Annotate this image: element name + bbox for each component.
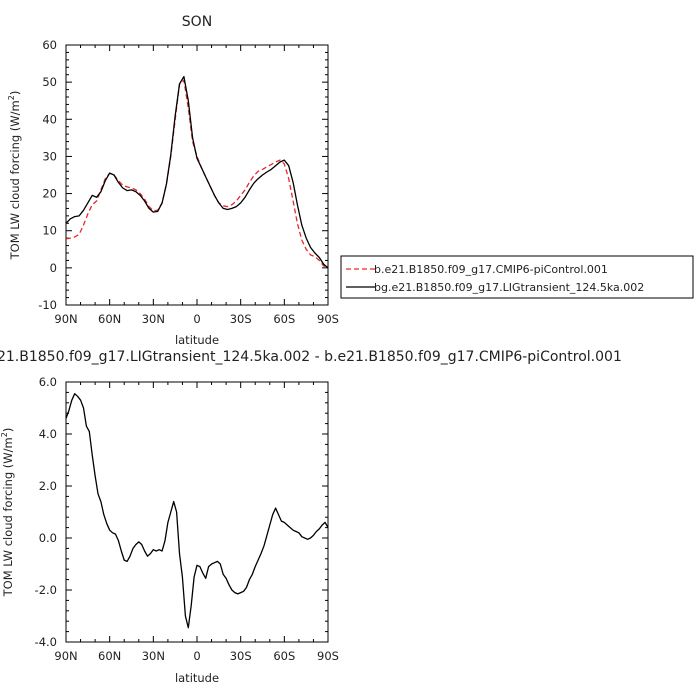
y-tick-label: 0.0 <box>39 531 57 545</box>
x-tick-label: 90N <box>54 312 77 326</box>
y-axis-label-difference: TOM LW cloud forcing (W/m2) <box>0 428 15 598</box>
chart-panel-son: SON 90N 60N 30N 0 30S 60S 90S-100102030405060 … <box>7 14 694 347</box>
x-tick-label: 30S <box>230 312 252 326</box>
legend-label-picontrol: b.e21.B1850.f09_g17.CMIP6-piControl.001 <box>374 263 608 276</box>
y-tick-label: 60 <box>42 38 57 52</box>
axis-ticks: 90N 60N 30N 0 30S 60S 90S -10 0 10 20 30 40 50 60 <box>38 38 339 326</box>
y-tick-label: 4.0 <box>39 427 57 441</box>
chart-title-difference: bg.e21.B1850.f09_g17.LIGtransient_124.5k… <box>0 349 622 365</box>
x-axis-label-difference: latitude <box>175 671 219 685</box>
x-tick-label: 60S <box>273 649 295 663</box>
series-line-0 <box>65 79 329 268</box>
y-tick-label: 50 <box>42 75 57 89</box>
y-axis-label: TOM LW cloud forcing (W/m2) <box>7 91 22 261</box>
x-axis-label: latitude <box>175 333 219 347</box>
y-tick-label: 40 <box>42 112 57 126</box>
legend-box <box>340 255 694 299</box>
legend-label-ligtransient: bg.e21.B1850.f09_g17.LIGtransient_124.5k… <box>374 281 644 294</box>
chart-title: SON <box>182 14 212 30</box>
y-tick-label: 10 <box>42 224 57 238</box>
x-tick-label: 30S <box>230 649 252 663</box>
series-line-0 <box>65 393 329 629</box>
chart-panel-difference: bg.e21.B1850.f09_g17.LIGtransient_124.5k… <box>0 349 622 685</box>
y-axis-label-sup: 2 <box>0 432 9 437</box>
y-tick-label: -2.0 <box>35 583 57 597</box>
x-tick-label: 60N <box>98 312 121 326</box>
x-tick-label: 60N <box>98 649 121 663</box>
y-tick-label: 30 <box>42 149 57 163</box>
x-tick-label: 30N <box>142 649 165 663</box>
x-tick-label: 90S <box>317 649 339 663</box>
y-tick-label: 6.0 <box>39 375 57 389</box>
x-tick-label: 30N <box>142 312 165 326</box>
y-tick-label: -10 <box>38 298 57 312</box>
y-tick-label: 20 <box>42 187 57 201</box>
x-tick-label: 0 <box>193 649 200 663</box>
series-group-difference <box>65 393 329 629</box>
plot-frame-difference <box>65 381 329 643</box>
x-tick-label: 90S <box>317 312 339 326</box>
y-tick-label: 0 <box>50 261 57 275</box>
x-tick-label: 90N <box>54 649 77 663</box>
y-axis-label-main: TOM LW cloud forcing (W/m <box>1 437 15 597</box>
y-axis-label-end: ) <box>1 428 15 433</box>
y-axis-label-main: TOM LW cloud forcing (W/m <box>8 100 22 260</box>
y-tick-label: 2.0 <box>39 479 57 493</box>
x-tick-label: 60S <box>273 312 295 326</box>
y-axis-label-sup: 2 <box>7 95 16 100</box>
y-axis-label-end: ) <box>8 91 22 96</box>
series-group <box>65 75 329 269</box>
axis-ticks-difference: 90N 60N 30N 0 30S 60S 90S -4.0 -2.0 0.0 2.0 4.0 6.0 <box>35 375 339 663</box>
y-tick-label: -4.0 <box>35 635 57 649</box>
series-line-1 <box>65 75 329 269</box>
x-tick-label: 0 <box>193 312 200 326</box>
plot-frame <box>65 44 329 306</box>
legend: b.e21.B1850.f09_g17.CMIP6-piControl.001 … <box>340 255 694 299</box>
